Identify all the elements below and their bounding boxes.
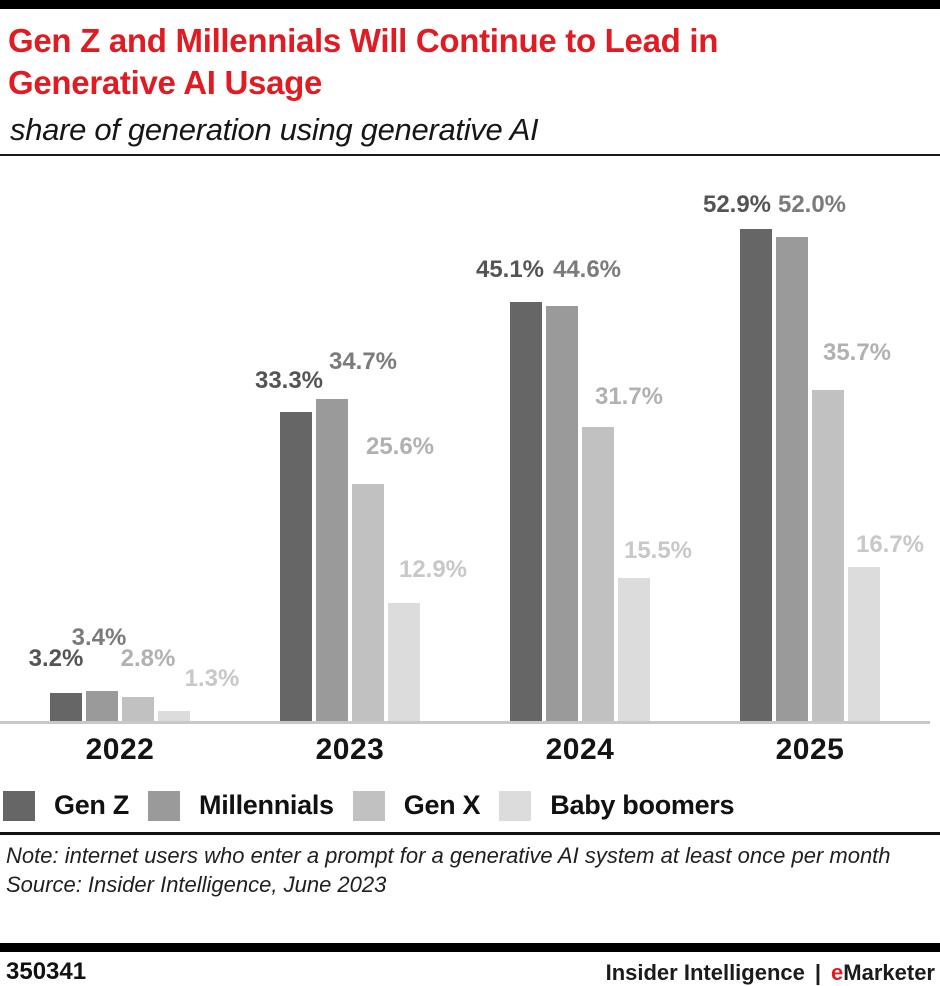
bar-baby-boomers-2024	[618, 578, 650, 723]
value-label-millennials-2022: 3.4%	[71, 624, 127, 651]
footer-rule	[0, 943, 940, 952]
value-label-gen-x-2022: 2.8%	[120, 645, 176, 672]
value-label-baby-boomers-2023: 12.9%	[398, 556, 468, 583]
value-label-gen-x-2024: 31.7%	[594, 383, 664, 410]
brand-lockup: Insider Intelligence | eMarketer	[606, 960, 935, 986]
x-axis-label-2023: 2023	[315, 733, 385, 766]
legend-swatch-baby-boomers	[499, 790, 532, 821]
bar-baby-boomers-2025	[848, 567, 880, 723]
bar-gen-x-2022	[122, 697, 154, 723]
bar-chart: 3.2% 3.4% 2.8% 1.3% 2022 33.3% 34.7% 25.6% 12.9%…	[0, 161, 940, 770]
value-label-gen-z-2023: 33.3%	[254, 367, 324, 394]
value-label-millennials-2024: 44.6%	[552, 256, 622, 283]
bar-gen-x-2023	[352, 484, 384, 723]
value-label-gen-z-2025: 52.9%	[702, 191, 772, 218]
value-label-gen-z-2024: 45.1%	[475, 256, 545, 283]
bar-millennials-2022	[86, 691, 118, 723]
bar-millennials-2024	[546, 306, 578, 723]
legend-label-gen-x: Gen X	[403, 790, 481, 820]
footnote-block: Note: internet users who enter a prompt …	[6, 841, 926, 899]
value-label-gen-x-2023: 25.6%	[365, 433, 435, 460]
value-label-baby-boomers-2022: 1.3%	[184, 665, 240, 692]
bar-gen-x-2025	[812, 390, 844, 723]
bar-gen-z-2023	[280, 412, 312, 723]
top-rule	[0, 0, 940, 9]
legend-item-gen-z: Gen Z	[3, 790, 129, 821]
note-text: Note: internet users who enter a prompt …	[6, 843, 891, 868]
x-axis-label-2024: 2024	[545, 733, 615, 766]
source-text: Source: Insider Intelligence, June 2023	[6, 872, 387, 898]
footnote-rule	[0, 832, 940, 835]
brand-separator: |	[814, 960, 822, 985]
legend-item-millennials: Millennials	[148, 790, 334, 821]
value-label-gen-x-2025: 35.7%	[822, 339, 892, 366]
x-axis-label-2022: 2022	[85, 733, 155, 766]
bar-millennials-2025	[776, 237, 808, 723]
value-label-gen-z-2022: 3.2%	[28, 645, 84, 672]
x-axis-label-2025: 2025	[775, 733, 845, 766]
brand-insider-intelligence: Insider Intelligence	[605, 960, 805, 985]
bar-gen-z-2022	[50, 693, 82, 723]
x-axis-line	[0, 721, 930, 724]
legend-label-baby-boomers: Baby boomers	[550, 790, 735, 820]
chart-legend: Gen Z Millennials Gen X Baby boomers	[3, 790, 753, 821]
chart-title: Gen Z and Millennials Will Continue to L…	[8, 22, 719, 102]
value-label-baby-boomers-2024: 15.5%	[623, 537, 693, 564]
value-label-millennials-2023: 34.7%	[328, 348, 398, 375]
subtitle-rule	[0, 154, 940, 156]
legend-item-gen-x: Gen X	[352, 790, 481, 821]
brand-emarketer-rest: Marketer	[843, 960, 935, 985]
bar-millennials-2023	[316, 399, 348, 723]
bar-baby-boomers-2023	[388, 603, 420, 723]
value-label-millennials-2025: 52.0%	[777, 191, 847, 218]
legend-label-millennials: Millennials	[199, 790, 334, 820]
legend-swatch-gen-z	[3, 790, 35, 821]
legend-swatch-gen-x	[352, 790, 385, 821]
legend-swatch-millennials	[148, 790, 181, 821]
bar-gen-x-2024	[582, 427, 614, 723]
chart-subtitle: share of generation using generative AI	[10, 112, 539, 147]
chart-id: 350341	[6, 958, 87, 985]
bar-baby-boomers-2022	[158, 711, 190, 723]
legend-item-baby-boomers: Baby boomers	[499, 790, 735, 821]
bar-gen-z-2024	[510, 302, 542, 723]
legend-label-gen-z: Gen Z	[54, 790, 130, 820]
value-label-baby-boomers-2025: 16.7%	[855, 531, 925, 558]
brand-emarketer-e: e	[831, 960, 844, 985]
bar-gen-z-2025	[740, 229, 772, 723]
